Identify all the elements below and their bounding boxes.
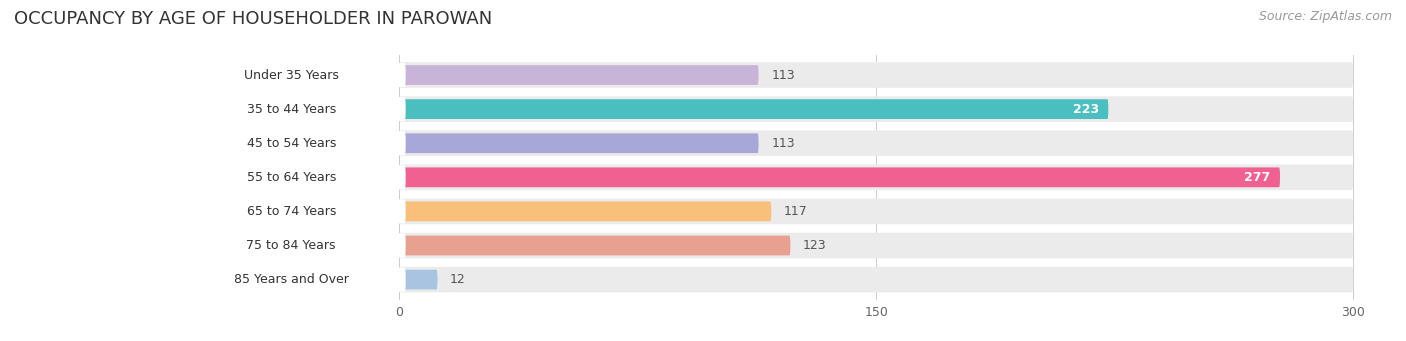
- FancyBboxPatch shape: [399, 270, 437, 290]
- Text: 85 Years and Over: 85 Years and Over: [233, 273, 349, 286]
- FancyBboxPatch shape: [399, 267, 1353, 293]
- Text: 117: 117: [785, 205, 808, 218]
- FancyBboxPatch shape: [399, 236, 790, 255]
- FancyBboxPatch shape: [399, 62, 1353, 88]
- Text: 12: 12: [450, 273, 465, 286]
- FancyBboxPatch shape: [177, 199, 406, 224]
- FancyBboxPatch shape: [177, 63, 406, 87]
- FancyBboxPatch shape: [177, 233, 406, 258]
- FancyBboxPatch shape: [399, 97, 1353, 122]
- Text: 123: 123: [803, 239, 827, 252]
- FancyBboxPatch shape: [399, 131, 1353, 156]
- Text: 65 to 74 Years: 65 to 74 Years: [246, 205, 336, 218]
- FancyBboxPatch shape: [399, 165, 1353, 190]
- FancyBboxPatch shape: [177, 267, 406, 292]
- Text: 55 to 64 Years: 55 to 64 Years: [246, 171, 336, 184]
- Text: 45 to 54 Years: 45 to 54 Years: [246, 137, 336, 150]
- Text: OCCUPANCY BY AGE OF HOUSEHOLDER IN PAROWAN: OCCUPANCY BY AGE OF HOUSEHOLDER IN PAROW…: [14, 10, 492, 28]
- FancyBboxPatch shape: [399, 202, 772, 221]
- Text: Under 35 Years: Under 35 Years: [243, 69, 339, 81]
- FancyBboxPatch shape: [399, 233, 1353, 258]
- FancyBboxPatch shape: [177, 97, 406, 121]
- FancyBboxPatch shape: [399, 167, 1279, 187]
- Text: 277: 277: [1244, 171, 1271, 184]
- Text: 75 to 84 Years: 75 to 84 Years: [246, 239, 336, 252]
- FancyBboxPatch shape: [177, 165, 406, 190]
- FancyBboxPatch shape: [399, 65, 759, 85]
- Text: 35 to 44 Years: 35 to 44 Years: [246, 103, 336, 116]
- FancyBboxPatch shape: [399, 198, 1353, 224]
- FancyBboxPatch shape: [399, 133, 759, 153]
- FancyBboxPatch shape: [177, 131, 406, 155]
- Text: 113: 113: [772, 69, 794, 81]
- Text: Source: ZipAtlas.com: Source: ZipAtlas.com: [1258, 10, 1392, 23]
- FancyBboxPatch shape: [399, 99, 1108, 119]
- Text: 223: 223: [1073, 103, 1098, 116]
- Text: 113: 113: [772, 137, 794, 150]
